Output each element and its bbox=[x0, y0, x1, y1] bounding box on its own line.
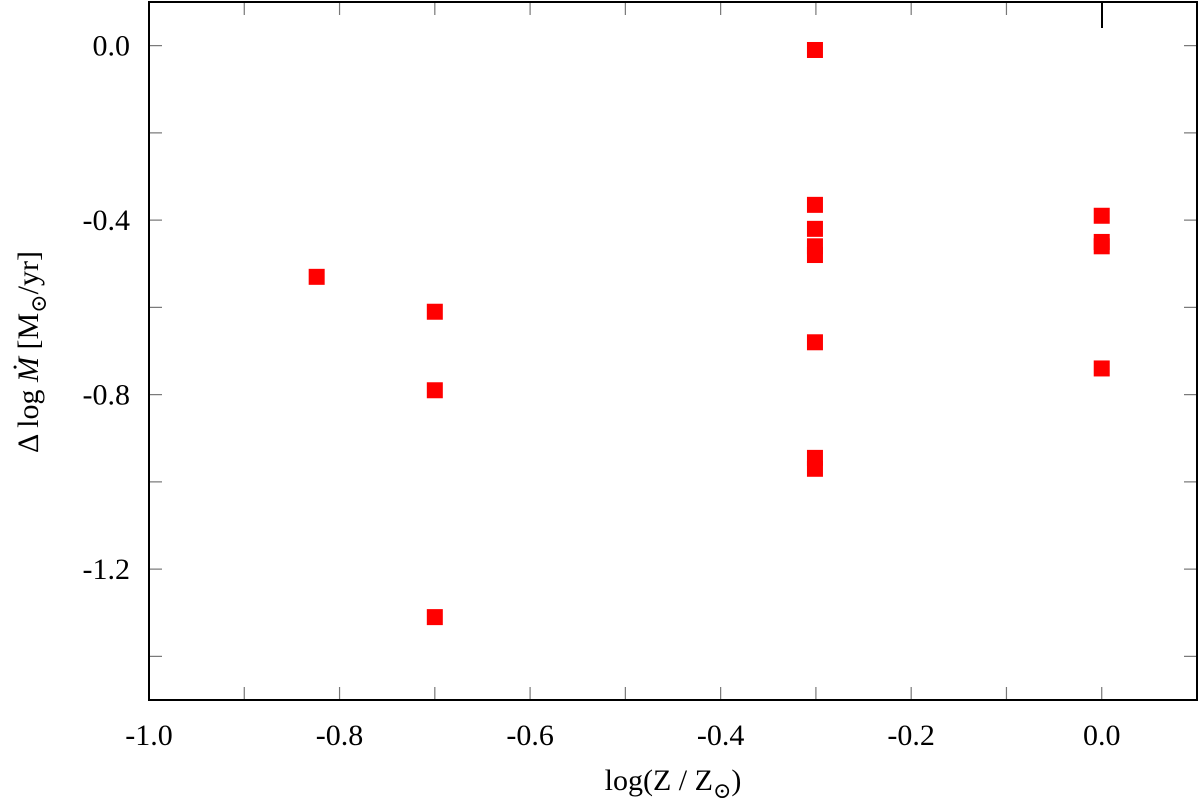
data-point bbox=[1093, 238, 1110, 255]
x-tick-label: -0.4 bbox=[697, 719, 745, 752]
data-point bbox=[426, 303, 443, 320]
data-point bbox=[426, 382, 443, 399]
y-tick-label: -0.8 bbox=[83, 379, 131, 412]
data-point bbox=[806, 196, 823, 213]
x-tick-label: -0.2 bbox=[887, 719, 935, 752]
y-tick-label: -1.2 bbox=[83, 553, 131, 586]
data-point bbox=[1093, 207, 1110, 224]
axis-ticks bbox=[148, 2, 1197, 700]
y-tick-label: -0.4 bbox=[83, 204, 131, 237]
x-tick-label: -1.0 bbox=[125, 719, 173, 752]
y-tick-label: 0.0 bbox=[93, 30, 131, 63]
data-point bbox=[806, 220, 823, 237]
y-axis-label: Δ log Ṁ [M⊙/yr] bbox=[12, 251, 51, 453]
plot-frame bbox=[148, 1, 1198, 701]
data-point bbox=[806, 247, 823, 264]
x-tick-label: -0.6 bbox=[506, 719, 554, 752]
x-tick-label: -0.8 bbox=[316, 719, 364, 752]
data-point bbox=[426, 609, 443, 626]
x-tick-label: 0.0 bbox=[1083, 719, 1121, 752]
data-markers bbox=[308, 41, 1110, 626]
data-point bbox=[308, 268, 325, 285]
data-point bbox=[1093, 360, 1110, 377]
tick-labels: -1.0 -0.8 -0.6 -0.4 -0.2 0.0 0.0 -0.4 -0.8 -1.2 bbox=[83, 30, 1121, 752]
data-point bbox=[806, 460, 823, 477]
x-axis-label: log(Z / Z⊙) bbox=[605, 764, 742, 802]
data-point bbox=[806, 334, 823, 351]
data-point bbox=[806, 41, 823, 58]
